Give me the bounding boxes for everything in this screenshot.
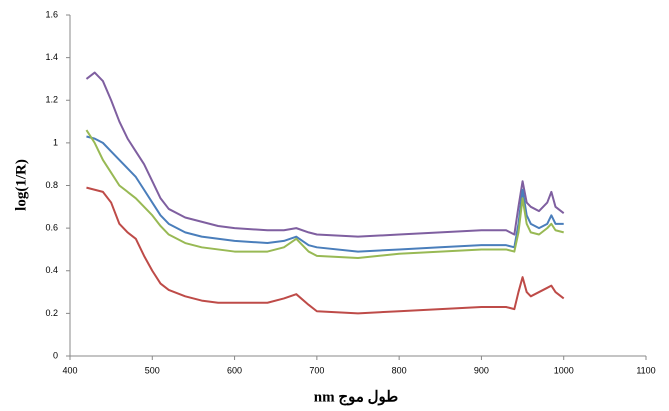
y-axis-label: log(1/R) bbox=[13, 159, 29, 211]
y-tick-label: 1.6 bbox=[45, 9, 58, 19]
x-tick-label: 800 bbox=[392, 365, 407, 375]
series-line bbox=[85, 129, 564, 259]
series-line bbox=[86, 135, 564, 253]
y-tick-label: 0 bbox=[53, 350, 58, 360]
x-tick-label: 1100 bbox=[636, 365, 655, 375]
x-tick-label: 600 bbox=[227, 365, 242, 375]
series-line bbox=[86, 186, 565, 315]
y-tick-label: 0.2 bbox=[45, 308, 58, 318]
series-line bbox=[85, 71, 565, 238]
y-tick-label: 1 bbox=[53, 137, 58, 147]
y-tick-label: 0.6 bbox=[45, 223, 58, 233]
x-tick-label: 700 bbox=[309, 365, 324, 375]
x-tick-label: 400 bbox=[62, 365, 77, 375]
x-tick-label: 500 bbox=[145, 365, 160, 375]
x-axis-label: طول موج nm bbox=[314, 389, 398, 405]
x-tick-label: 1000 bbox=[554, 365, 574, 375]
y-tick-label: 0.8 bbox=[45, 180, 58, 190]
y-tick-label: 1.4 bbox=[45, 52, 58, 62]
x-tick-label: 900 bbox=[474, 365, 489, 375]
y-tick-label: 0.4 bbox=[45, 265, 58, 275]
y-tick-label: 1.2 bbox=[45, 95, 58, 105]
